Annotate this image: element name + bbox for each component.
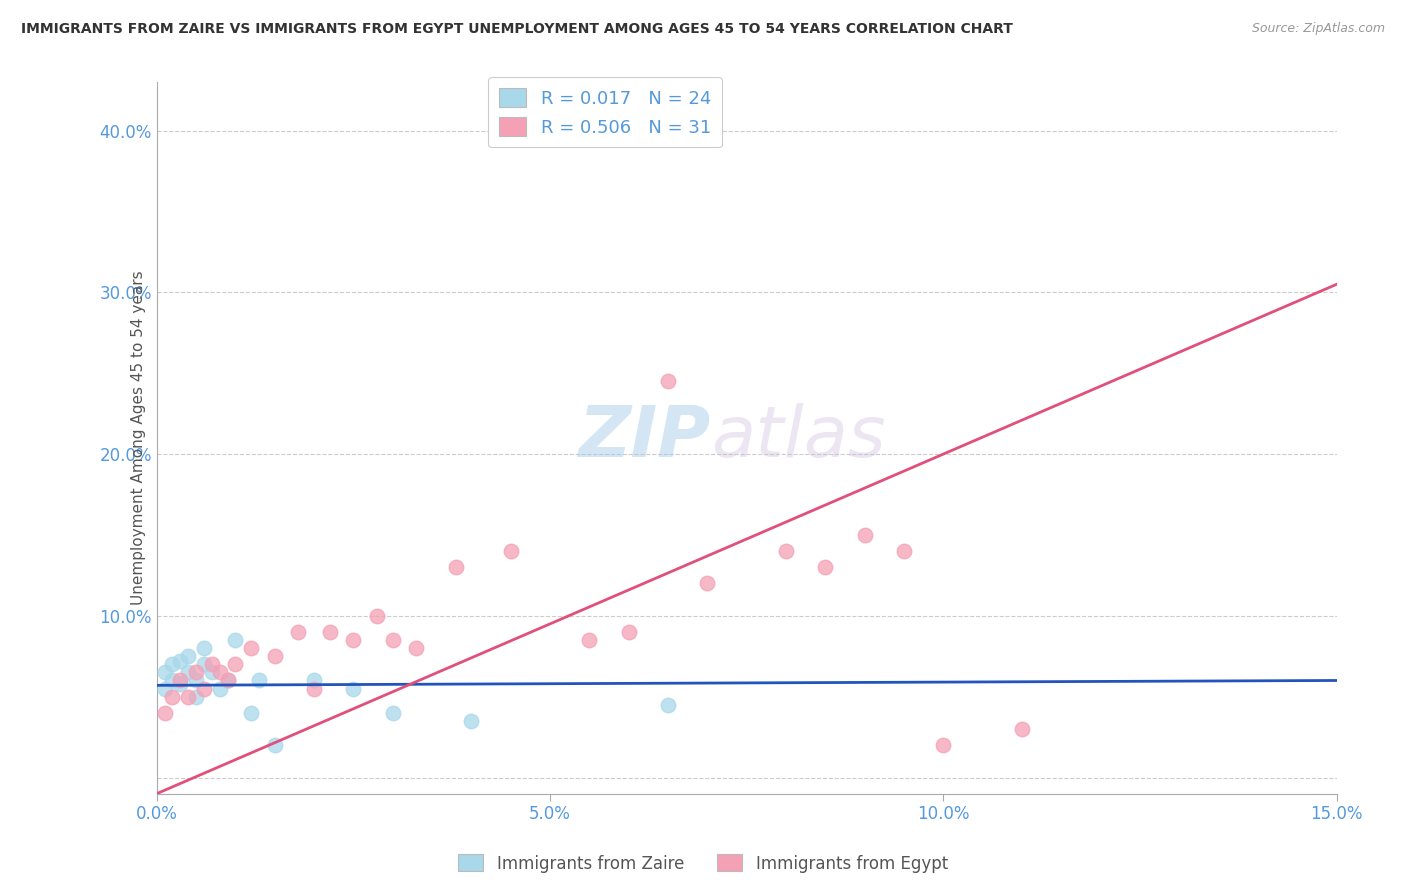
- Point: [184, 673, 207, 688]
- Point: [302, 673, 325, 688]
- Point: [657, 698, 679, 712]
- Point: [162, 657, 184, 672]
- Point: [201, 665, 224, 680]
- Point: [217, 673, 239, 688]
- Point: [460, 714, 482, 728]
- Point: [405, 641, 427, 656]
- Point: [657, 374, 679, 388]
- Point: [1011, 722, 1033, 736]
- Text: IMMIGRANTS FROM ZAIRE VS IMMIGRANTS FROM EGYPT UNEMPLOYMENT AMONG AGES 45 TO 54 : IMMIGRANTS FROM ZAIRE VS IMMIGRANTS FROM…: [21, 22, 1012, 37]
- Point: [177, 649, 200, 664]
- Point: [814, 560, 837, 574]
- Point: [617, 624, 640, 639]
- Point: [893, 544, 915, 558]
- Y-axis label: Unemployment Among Ages 45 to 54 years: Unemployment Among Ages 45 to 54 years: [131, 270, 146, 606]
- Point: [247, 673, 270, 688]
- Point: [208, 681, 231, 696]
- Legend: Immigrants from Zaire, Immigrants from Egypt: Immigrants from Zaire, Immigrants from E…: [451, 847, 955, 880]
- Text: Source: ZipAtlas.com: Source: ZipAtlas.com: [1251, 22, 1385, 36]
- Point: [169, 673, 191, 688]
- Legend: R = 0.017   N = 24, R = 0.506   N = 31: R = 0.017 N = 24, R = 0.506 N = 31: [488, 77, 721, 147]
- Point: [162, 673, 184, 688]
- Point: [184, 665, 207, 680]
- Point: [302, 681, 325, 696]
- Text: ZIP: ZIP: [579, 403, 711, 473]
- Point: [201, 657, 224, 672]
- Text: atlas: atlas: [711, 403, 886, 473]
- Point: [366, 608, 388, 623]
- Point: [240, 641, 263, 656]
- Point: [499, 544, 522, 558]
- Point: [932, 738, 955, 752]
- Point: [578, 633, 600, 648]
- Point: [153, 681, 176, 696]
- Point: [169, 654, 191, 668]
- Point: [153, 665, 176, 680]
- Point: [444, 560, 467, 574]
- Point: [263, 738, 285, 752]
- Point: [240, 706, 263, 720]
- Point: [208, 665, 231, 680]
- Point: [775, 544, 797, 558]
- Point: [177, 665, 200, 680]
- Point: [381, 633, 404, 648]
- Point: [162, 690, 184, 704]
- Point: [287, 624, 309, 639]
- Point: [169, 676, 191, 690]
- Point: [177, 690, 200, 704]
- Point: [217, 673, 239, 688]
- Point: [184, 690, 207, 704]
- Point: [381, 706, 404, 720]
- Point: [342, 633, 364, 648]
- Point: [319, 624, 342, 639]
- Point: [224, 657, 246, 672]
- Point: [193, 657, 215, 672]
- Point: [193, 641, 215, 656]
- Point: [696, 576, 718, 591]
- Point: [263, 649, 285, 664]
- Point: [193, 681, 215, 696]
- Point: [224, 633, 246, 648]
- Point: [153, 706, 176, 720]
- Point: [853, 528, 876, 542]
- Point: [342, 681, 364, 696]
